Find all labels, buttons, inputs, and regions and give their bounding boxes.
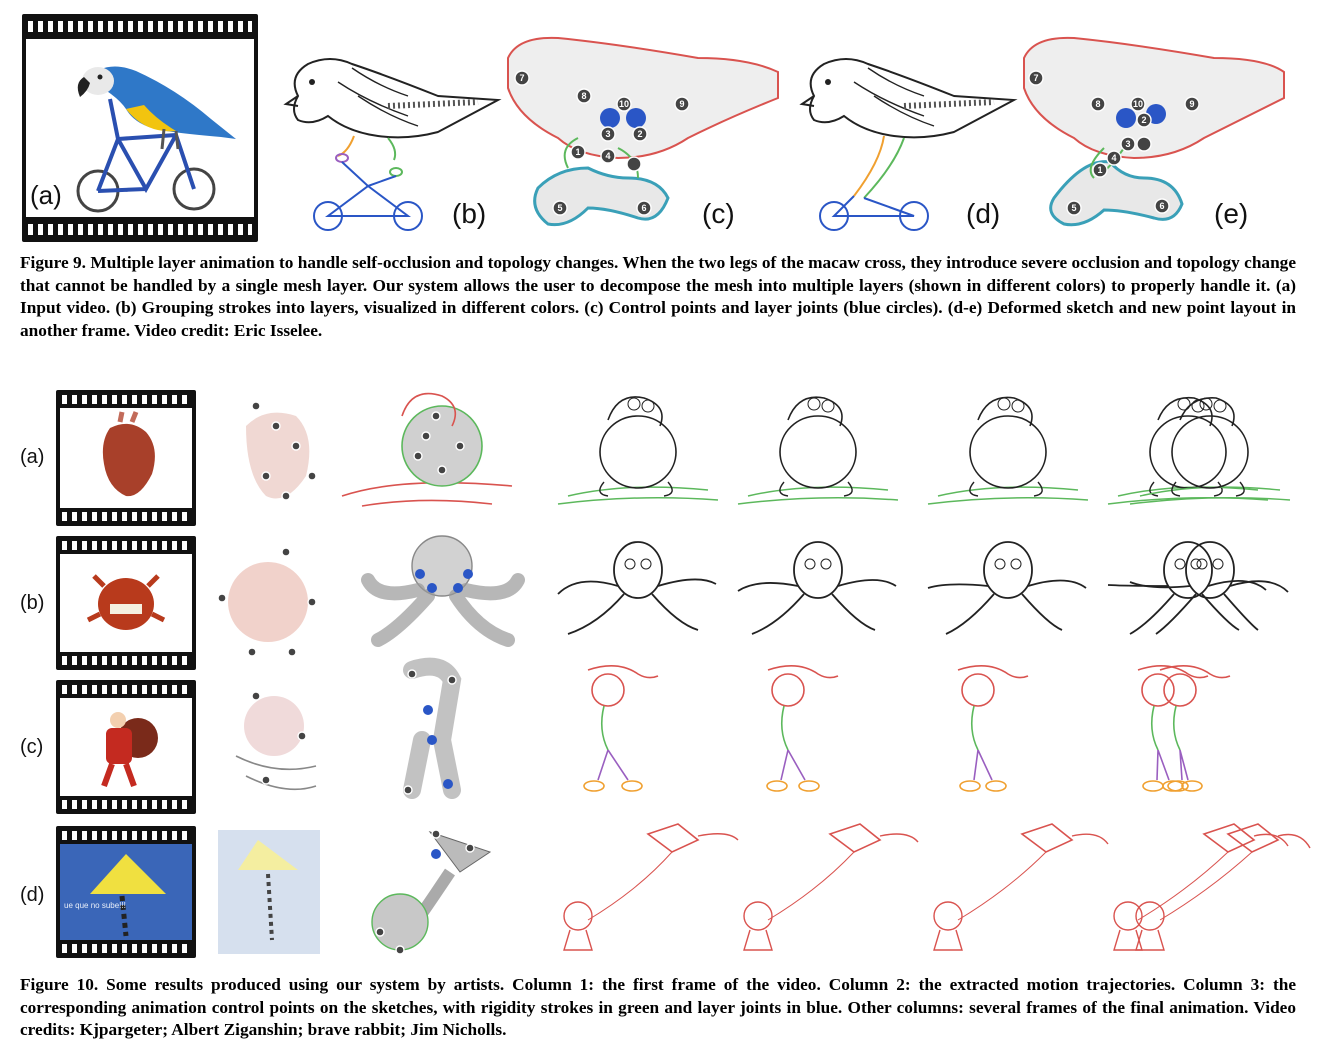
svg-text:2: 2: [637, 129, 642, 139]
figure9-panel-b-sketch-layers: [283, 58, 502, 231]
figure9-panel-d-deformed-sketch: [799, 58, 1018, 231]
film-sprocket-holes-bottom: [28, 224, 252, 235]
svg-text:8: 8: [581, 91, 586, 101]
figure9-caption-label: Figure 9.: [20, 253, 86, 272]
animation-frame-row1-col4: [557, 396, 719, 505]
row-b-trajectories: [217, 547, 317, 657]
animation-frame-row4-col7: [1113, 823, 1289, 951]
svg-text:5: 5: [557, 203, 562, 213]
kite-photo-text: ue que no sube!!!: [64, 901, 126, 910]
animation-frame-row2-col4: [557, 541, 717, 635]
svg-text:9: 9: [1189, 99, 1194, 109]
animation-frame-row1-col6: [927, 396, 1089, 505]
animation-frame-row2-col6: [927, 541, 1087, 635]
figure9-panel-e-point-layout: 7 8 9 10 2 3 4 1 5 6: [1023, 36, 1285, 227]
row-c-control-points: [403, 657, 462, 799]
figure10-caption-label: Figure 10.: [20, 975, 99, 994]
row-a-first-frame: [56, 390, 196, 526]
svg-text:1: 1: [1097, 165, 1102, 175]
svg-text:10: 10: [1133, 99, 1143, 109]
svg-text:7: 7: [1033, 73, 1038, 83]
animation-frame-row1-col5: [737, 396, 899, 505]
figure10-caption: Figure 10. Some results produced using o…: [20, 974, 1296, 1042]
animation-frame-row2-col7: [1107, 541, 1267, 635]
svg-text:1: 1: [575, 147, 580, 157]
row-c-first-frame: [56, 680, 196, 814]
svg-text:3: 3: [605, 129, 610, 139]
row-b-control-points: [361, 535, 525, 647]
animation-frame-row4-col4: [563, 823, 739, 951]
row-b-first-frame: [56, 536, 196, 670]
figure10-row-label-a: (a): [20, 446, 45, 468]
figure9-panel-label-c: (c): [702, 198, 735, 229]
svg-text:6: 6: [641, 203, 646, 213]
figure9-caption: Figure 9. Multiple layer animation to ha…: [20, 252, 1296, 342]
svg-text:2: 2: [1141, 115, 1146, 125]
row-a-trajectories: [246, 401, 317, 501]
figure9-panel-label-a: (a): [28, 180, 64, 211]
svg-text:4: 4: [605, 151, 610, 161]
figure9-panel-c-control-points: 7 8 9 10 3 2 1 4 5 6: [507, 36, 779, 227]
figure9-panel-label-b: (b): [452, 198, 487, 229]
figure10-row-label-d: (d): [20, 884, 45, 906]
svg-text:7: 7: [519, 73, 524, 83]
svg-text:10: 10: [619, 99, 629, 109]
figure9-input-video-frame: (a): [22, 14, 258, 242]
figure9-panel-label-d: (d): [966, 198, 1001, 229]
animation-frame-row3-col6: [957, 665, 1029, 792]
row-d-trajectories: [218, 830, 320, 954]
svg-text:6: 6: [1159, 201, 1164, 211]
animation-frame-row2-col8: [1129, 541, 1289, 635]
figure10-row-label-c: (c): [20, 736, 44, 758]
row-d-first-frame: ue que no sube!!!: [56, 826, 196, 958]
svg-text:8: 8: [1095, 99, 1100, 109]
figure10-row-label-b: (b): [20, 592, 45, 614]
animation-frame-row4-col5: [743, 823, 919, 951]
macaw-bicycle-photo: [26, 39, 254, 217]
figure9-panel-label-e: (e): [1214, 198, 1249, 229]
svg-text:3: 3: [1125, 139, 1130, 149]
film-sprocket-holes-top: [28, 21, 252, 32]
animation-frame-row1-col8: [1129, 397, 1291, 505]
figure10-caption-text: Some results produced using our system b…: [20, 975, 1296, 1039]
animation-frame-row2-col5: [737, 541, 897, 635]
animation-frame-row3-col8: [1159, 665, 1231, 792]
figure9-caption-text: Multiple layer animation to handle self-…: [20, 253, 1296, 340]
row-a-control-points: [341, 392, 513, 507]
row-c-trajectories: [235, 691, 317, 791]
animation-frame-row4-col6: [933, 823, 1109, 951]
svg-text:5: 5: [1071, 203, 1076, 213]
row-d-control-points: [371, 829, 492, 955]
animation-frame-row3-col4: [583, 665, 659, 792]
animation-frame-row3-col5: [766, 665, 839, 792]
svg-text:9: 9: [679, 99, 684, 109]
animation-frame-row4-col8: [1135, 823, 1311, 951]
svg-text:4: 4: [1111, 153, 1116, 163]
